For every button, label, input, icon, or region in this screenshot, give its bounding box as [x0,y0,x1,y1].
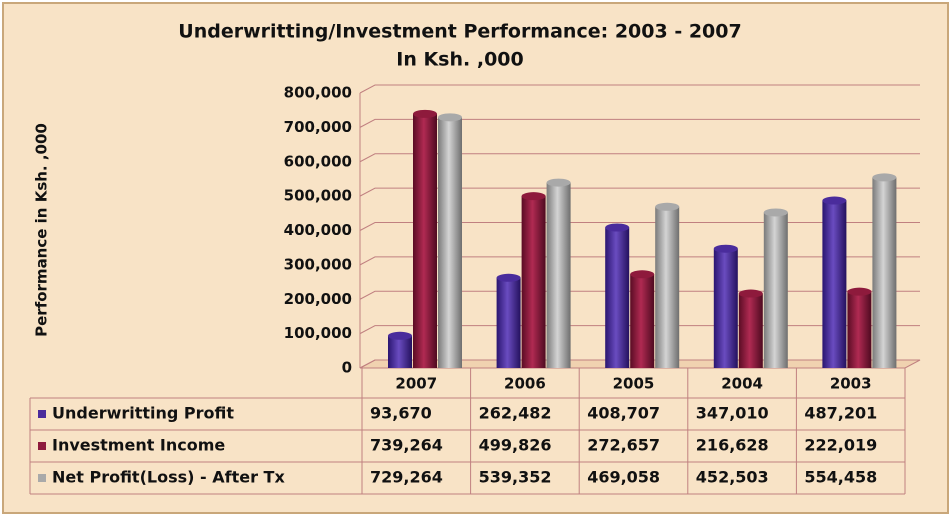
bar-top [496,273,521,282]
y-tick-label: 300,000 [284,255,352,273]
legend-swatch [38,442,46,450]
bar [388,335,412,368]
y-tick-label: 700,000 [284,118,352,136]
bar-top [713,244,738,253]
bar-top [763,208,788,217]
table-cell: 408,707 [587,404,660,423]
bar [655,206,680,368]
bar-top [872,173,897,182]
grid-line [359,118,920,128]
table-cell: 739,264 [370,436,443,455]
table-cell: 487,201 [804,404,877,423]
table-cell: 729,264 [370,468,443,487]
bar [630,274,655,368]
bar [822,200,847,368]
grid-line [359,290,920,300]
table-cell: 272,657 [587,436,660,455]
grid-line [359,187,920,197]
y-tick-label: 200,000 [284,290,352,308]
legend-swatch [38,474,46,482]
x-tick-label: 2006 [504,375,546,393]
x-tick-label: 2005 [613,375,655,393]
bar [713,248,738,368]
grid-line [359,84,920,94]
bar [738,293,763,368]
bar-top [605,223,630,232]
bar [605,227,630,368]
table-cell: 216,628 [696,436,769,455]
bar [521,196,546,368]
legend-label: Investment Income [52,436,225,455]
bar-top [630,270,655,279]
table-cell: 554,458 [804,468,877,487]
grid-line [359,222,920,231]
grid-line [359,153,920,163]
bar-top [521,192,546,201]
bar-top [438,113,462,122]
y-tick-label: 800,000 [284,84,352,102]
bar-top [738,289,763,298]
data-table [29,367,906,495]
bar-top [388,331,412,340]
table-cell: 93,670 [370,404,432,423]
chart-title: Underwritting/Investment Performance: 20… [178,21,741,43]
bar [763,212,788,368]
chart-subtitle: In Ksh. ,000 [396,49,523,71]
bar-top [847,287,872,296]
grid-line [359,359,920,369]
legend-swatch [38,410,46,418]
bar [546,182,571,368]
bar [438,117,462,369]
table-cell: 262,482 [479,404,552,423]
legend-label: Net Profit(Loss) - After Tx [52,468,285,487]
table-cell: 452,503 [696,468,769,487]
grid-line [359,325,920,335]
y-tick-label: 500,000 [284,187,352,205]
grid-line [359,256,920,266]
y-tick-label: 400,000 [284,221,352,239]
bar [847,291,872,368]
legend-label: Underwritting Profit [52,404,234,423]
table-cell: 469,058 [587,468,660,487]
table-cell: 222,019 [804,436,877,455]
bar-top [413,109,437,118]
bar-top [822,196,847,205]
table-cell: 539,352 [479,468,552,487]
y-axis-label: Performance in Ksh. ,000 [33,123,51,337]
x-tick-label: 2003 [830,375,872,393]
table-cell: 499,826 [479,436,552,455]
bar-top [655,202,680,211]
y-tick-label: 600,000 [284,152,352,170]
y-tick-label: 100,000 [284,324,352,342]
bar [872,177,897,368]
x-tick-label: 2007 [395,375,437,393]
x-tick-label: 2004 [721,375,763,393]
bar [496,277,521,368]
table-cell: 347,010 [696,404,769,423]
bar [413,113,437,369]
y-tick-label: 0 [342,359,352,377]
bar-top [546,178,571,187]
